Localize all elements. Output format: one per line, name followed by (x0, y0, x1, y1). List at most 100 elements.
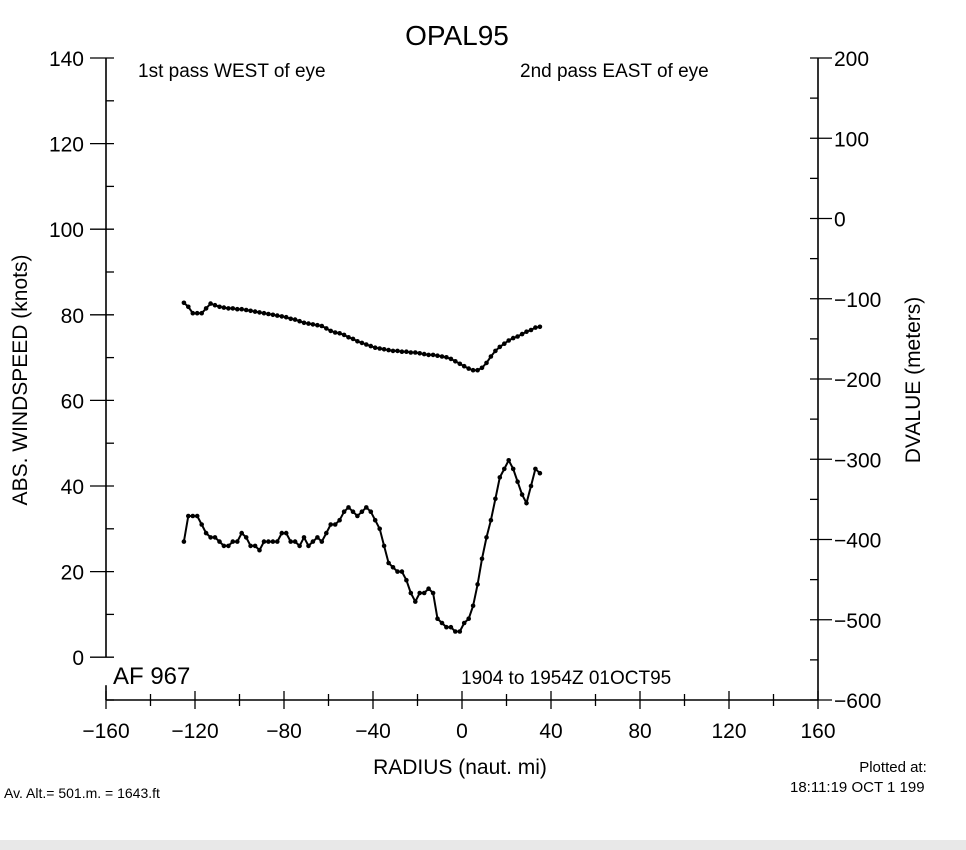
windspeed-point (524, 500, 529, 506)
windspeed-point (502, 466, 507, 472)
dvalue-point (497, 344, 503, 350)
x-tick-label: 160 (800, 720, 835, 743)
y-axis-title: ABS. WINDSPEED (knots) (9, 255, 32, 506)
dvalue-point (319, 323, 325, 329)
dvalue-point (292, 317, 298, 322)
dvalue-point (399, 349, 405, 355)
dvalue-point (310, 322, 316, 327)
dvalue-point (381, 347, 387, 352)
dvalue-point (457, 361, 463, 367)
windspeed-point (324, 530, 329, 536)
windspeed-point (270, 539, 276, 544)
windspeed-point (337, 517, 342, 523)
windspeed-point (444, 624, 449, 630)
windspeed-point (239, 530, 244, 536)
windspeed-point (292, 539, 298, 544)
windspeed-point (484, 535, 489, 540)
dvalue-point (461, 363, 467, 369)
dvalue-point (430, 352, 436, 358)
windspeed-point (328, 522, 334, 527)
dvalue-point (453, 359, 458, 364)
dvalue-point (346, 335, 351, 340)
windspeed-point (417, 590, 423, 596)
dvalue-point (324, 326, 329, 331)
axes-group: −160 −120 −80 −40 0 40 80 120 160020406080100120… (49, 48, 881, 743)
windspeed-point (408, 590, 414, 596)
dvalue-point (257, 310, 262, 315)
windspeed-point (386, 560, 391, 566)
windspeed-point (390, 565, 396, 570)
windspeed-point (395, 569, 400, 574)
windspeed-point (515, 479, 520, 485)
windspeed-point (372, 517, 378, 523)
windspeed-point (217, 539, 222, 544)
x-tick-label: −120 (171, 720, 218, 743)
dvalue-point (328, 328, 334, 334)
dvalue-point (475, 367, 480, 373)
altitude-note: Av. Alt.= 501.m. = 1643.ft (4, 785, 160, 801)
y2-tick-label: −100 (834, 289, 881, 312)
windspeed-point (306, 543, 311, 549)
dvalue-point (226, 306, 231, 311)
windspeed-point (275, 539, 280, 544)
dvalue-point (199, 310, 204, 316)
windspeed-point (203, 530, 209, 536)
y2-axis-title: DVALUE (meters) (902, 297, 925, 463)
dvalue-point (194, 310, 200, 316)
dvalue-point (306, 321, 311, 326)
dvalue-point (261, 310, 267, 316)
dvalue-point (217, 304, 222, 310)
dvalue-series-line (183, 302, 541, 372)
windspeed-point (426, 586, 431, 591)
windspeed-point (283, 530, 289, 536)
windspeed-point (257, 547, 262, 553)
dvalue-point (470, 367, 476, 373)
windspeed-point (346, 505, 351, 510)
windspeed-point (497, 475, 503, 480)
y-tick-label: 120 (49, 134, 84, 157)
windspeed-point (341, 509, 347, 514)
dvalue-point (332, 330, 338, 335)
windspeed-point (506, 458, 512, 463)
windspeed-point (208, 535, 213, 540)
windspeed-point (235, 539, 240, 544)
dvalue-point (413, 350, 418, 355)
dvalue-point (404, 349, 409, 355)
windspeed-point (252, 543, 258, 549)
windspeed-point (248, 543, 253, 549)
dvalue-point (506, 338, 512, 343)
dvalue-point (515, 334, 520, 339)
windspeed-point (381, 543, 387, 549)
aircraft-label: AF 967 (113, 663, 190, 690)
dvalue-point (341, 332, 347, 338)
dvalue-point (502, 341, 507, 347)
windspeed-point (186, 513, 191, 519)
x-tick-label: 40 (539, 720, 562, 743)
dvalue-point (528, 327, 534, 333)
windspeed-point (461, 620, 467, 626)
dvalue-point (208, 301, 213, 306)
dvalue-point (368, 343, 374, 349)
windspeed-point (377, 526, 383, 532)
dvalue-point (288, 316, 294, 322)
dvalue-point (426, 352, 431, 358)
y-tick-label: 100 (49, 219, 84, 242)
windspeed-point (332, 522, 338, 527)
windspeed-point (368, 509, 374, 514)
dvalue-point (488, 354, 494, 359)
windspeed-point (194, 513, 200, 519)
windspeed-point (212, 535, 218, 540)
windspeed-point (493, 496, 498, 502)
dvalue-point (230, 306, 236, 311)
dvalue-point (239, 306, 244, 312)
dvalue-point (479, 365, 485, 371)
dvalue-point (283, 314, 289, 320)
y-tick-label: 20 (61, 562, 84, 585)
dvalue-point (448, 356, 454, 362)
dvalue-point (235, 306, 240, 312)
windspeed-point (421, 590, 427, 596)
y-tick-label: 140 (49, 48, 84, 71)
dvalue-point (519, 331, 525, 337)
series-group (181, 300, 543, 634)
